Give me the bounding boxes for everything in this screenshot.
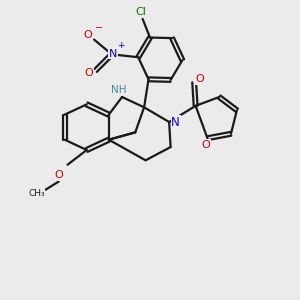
Text: N: N bbox=[109, 49, 117, 59]
Text: O: O bbox=[196, 74, 204, 84]
Text: +: + bbox=[117, 41, 124, 50]
Text: −: − bbox=[94, 23, 103, 33]
Text: O: O bbox=[85, 68, 93, 78]
Text: O: O bbox=[202, 140, 210, 150]
Text: O: O bbox=[83, 30, 92, 40]
Text: N: N bbox=[171, 116, 180, 128]
Text: Cl: Cl bbox=[136, 7, 147, 16]
Text: O: O bbox=[54, 170, 63, 180]
Text: NH: NH bbox=[111, 85, 126, 94]
Text: CH₃: CH₃ bbox=[28, 189, 45, 198]
